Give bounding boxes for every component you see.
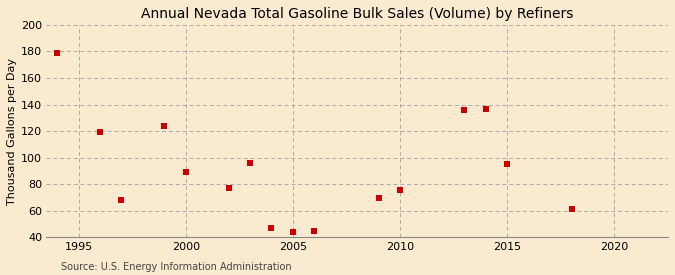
- Point: [180, 170, 191, 175]
- Point: [95, 130, 105, 135]
- Point: [288, 230, 298, 234]
- Point: [266, 226, 277, 230]
- Point: [459, 108, 470, 112]
- Y-axis label: Thousand Gallons per Day: Thousand Gallons per Day: [7, 58, 17, 205]
- Point: [309, 229, 320, 233]
- Text: Source: U.S. Energy Information Administration: Source: U.S. Energy Information Administ…: [61, 262, 292, 272]
- Point: [395, 187, 406, 192]
- Point: [244, 161, 255, 165]
- Point: [223, 186, 234, 191]
- Point: [481, 106, 491, 111]
- Point: [52, 51, 63, 55]
- Point: [502, 162, 513, 167]
- Point: [116, 198, 127, 202]
- Point: [373, 195, 384, 200]
- Point: [566, 207, 577, 212]
- Title: Annual Nevada Total Gasoline Bulk Sales (Volume) by Refiners: Annual Nevada Total Gasoline Bulk Sales …: [141, 7, 574, 21]
- Point: [159, 124, 169, 128]
